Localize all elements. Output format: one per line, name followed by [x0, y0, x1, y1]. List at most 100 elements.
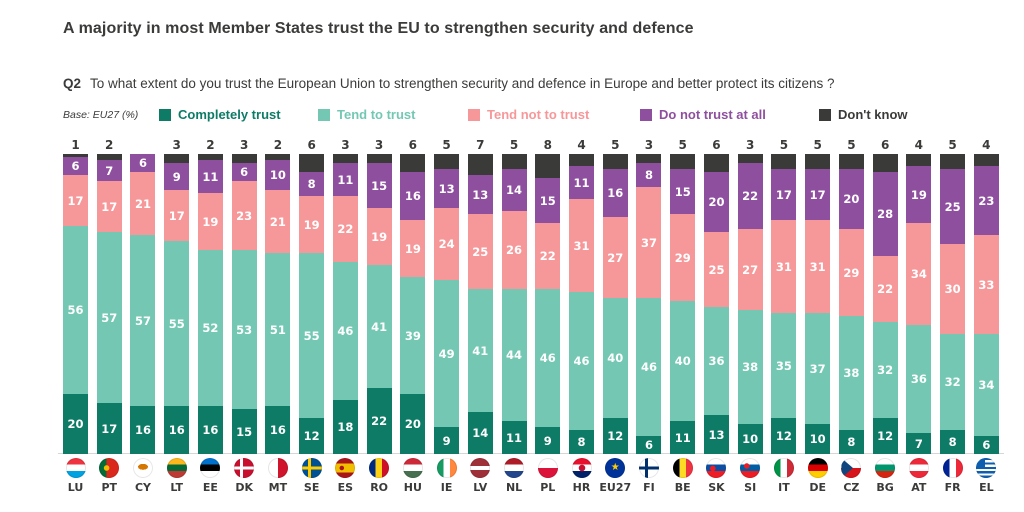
- segment-do-not-trust-at-all: 6: [130, 154, 156, 172]
- segment-tend-to-trust: 57: [96, 232, 122, 403]
- segment-completely-trust: 22: [366, 388, 392, 454]
- country-code-nl: NL: [505, 481, 523, 494]
- segment-tend-to-trust: 51: [265, 253, 291, 406]
- segment-tend-to-trust: 46: [636, 298, 662, 436]
- segment-tend-to-trust: 36: [906, 325, 932, 433]
- be-flag-icon: [672, 458, 693, 478]
- segment-tend-not-to-trust: 33: [973, 235, 999, 334]
- stacked-bar-mt: 10 21 51 16: [265, 154, 291, 454]
- sk-flag-icon: [706, 458, 727, 478]
- segment-tend-to-trust: 40: [670, 301, 696, 421]
- segment-tend-not-to-trust: 21: [265, 190, 291, 253]
- dont-know-value: 7: [476, 138, 485, 152]
- segment-completely-trust: 9: [434, 427, 460, 454]
- stacked-bar-lv: 13 25 41 14: [467, 154, 493, 454]
- segment-do-not-trust-at-all: 20: [838, 169, 864, 229]
- stacked-bar-at: 19 34 36 7: [906, 154, 932, 454]
- segment-tend-to-trust: 56: [63, 226, 88, 394]
- segment-dont-know: [366, 154, 392, 163]
- stacked-bar-de: 17 31 37 10: [805, 154, 831, 454]
- segment-dont-know: [940, 154, 966, 169]
- country-code-hr: HR: [572, 481, 591, 494]
- segment-do-not-trust-at-all: 11: [197, 160, 223, 193]
- stacked-bar-pt: 7 17 57 17: [96, 154, 122, 454]
- segment-do-not-trust-at-all: 14: [501, 169, 527, 211]
- segment-tend-not-to-trust: 37: [636, 187, 662, 298]
- segment-completely-trust: 16: [164, 406, 190, 454]
- legend-label-tend-to-trust: Tend to trust: [337, 107, 416, 122]
- country-column-ro: 3 15 19 41 22 RO: [366, 138, 393, 498]
- ie-flag-icon: [436, 458, 457, 478]
- segment-tend-not-to-trust: 17: [164, 190, 190, 241]
- dont-know-value: 6: [307, 138, 316, 152]
- segment-dont-know: [973, 154, 999, 166]
- segment-completely-trust: 8: [838, 430, 864, 454]
- mt-flag-icon: [267, 458, 288, 478]
- legend: Completely trust Tend to trust Tend not to…: [159, 107, 1003, 122]
- segment-completely-trust: 20: [63, 394, 88, 454]
- stacked-bar-eu27: 16 27 40 12: [602, 154, 628, 454]
- legend-item-tend-to-trust: Tend to trust: [318, 107, 468, 122]
- country-code-pt: PT: [101, 481, 118, 494]
- cy-flag-icon: [132, 458, 153, 478]
- stacked-bar-cy: 6 21 57 16: [130, 154, 156, 454]
- country-column-mt: 2 10 21 51 16 MT: [264, 138, 291, 498]
- country-code-cy: CY: [134, 481, 151, 494]
- dont-know-value: 5: [678, 138, 687, 152]
- country-code-eu27: EU27: [599, 481, 632, 494]
- segment-dont-know: [96, 154, 122, 160]
- segment-completely-trust: 6: [636, 436, 662, 454]
- country-code-es: ES: [337, 481, 354, 494]
- segment-tend-not-to-trust: 17: [63, 175, 88, 226]
- stacked-bar-lt: 9 17 55 16: [164, 154, 190, 454]
- legend-swatch-icon-tend-to-trust: [318, 108, 330, 121]
- stacked-bar-nl: 14 26 44 11: [501, 154, 527, 454]
- segment-tend-not-to-trust: 19: [400, 220, 426, 277]
- segment-tend-not-to-trust: 17: [96, 181, 122, 232]
- country-code-de: DE: [809, 481, 826, 494]
- pt-flag-icon: [99, 458, 120, 478]
- segment-tend-not-to-trust: 22: [872, 256, 898, 322]
- country-code-mt: MT: [268, 481, 288, 494]
- segment-tend-to-trust: 44: [501, 289, 527, 421]
- stacked-bar-si: 22 27 38 10: [737, 154, 763, 454]
- segment-do-not-trust-at-all: 11: [332, 163, 358, 196]
- segment-do-not-trust-at-all: 20: [703, 172, 729, 232]
- country-code-hu: HU: [403, 481, 422, 494]
- segment-tend-to-trust: 40: [602, 298, 628, 418]
- segment-dont-know: [569, 154, 595, 166]
- segment-tend-to-trust: 46: [332, 262, 358, 400]
- country-code-fi: FI: [643, 481, 655, 494]
- segment-do-not-trust-at-all: 28: [872, 172, 898, 256]
- fi-flag-icon: [638, 458, 659, 478]
- ee-flag-icon: [200, 458, 221, 478]
- segment-completely-trust: 16: [197, 406, 223, 454]
- segment-do-not-trust-at-all: 8: [299, 172, 325, 196]
- it-flag-icon: [773, 458, 794, 478]
- segment-dont-know: [197, 154, 223, 160]
- at-flag-icon: [908, 458, 929, 478]
- segment-do-not-trust-at-all: 25: [940, 169, 966, 244]
- legend-item-completely-trust: Completely trust: [159, 107, 318, 122]
- segment-completely-trust: 12: [602, 418, 628, 454]
- segment-do-not-trust-at-all: 23: [973, 166, 999, 235]
- segment-dont-know: [299, 154, 325, 172]
- dont-know-value: 1: [71, 138, 80, 152]
- segment-tend-to-trust: 38: [838, 316, 864, 430]
- country-column-bg: 6 28 22 32 12 BG: [872, 138, 899, 498]
- segment-tend-not-to-trust: 21: [130, 172, 156, 235]
- segment-do-not-trust-at-all: 10: [265, 160, 291, 190]
- stacked-bar-fi: 8 37 46 6: [636, 154, 662, 454]
- stacked-bar-lu: 6 17 56 20: [63, 154, 88, 454]
- segment-completely-trust: 18: [332, 400, 358, 454]
- segment-dont-know: [670, 154, 696, 169]
- stacked-bar-sk: 20 25 36 13: [703, 154, 729, 454]
- segment-do-not-trust-at-all: 17: [771, 169, 797, 220]
- segment-completely-trust: 12: [299, 418, 325, 454]
- legend-item-dont-know: Don't know: [819, 107, 908, 122]
- dont-know-value: 5: [813, 138, 822, 152]
- segment-do-not-trust-at-all: 9: [164, 163, 190, 190]
- segment-do-not-trust-at-all: 6: [231, 163, 257, 181]
- stacked-bar-ie: 13 24 49 9: [434, 154, 460, 454]
